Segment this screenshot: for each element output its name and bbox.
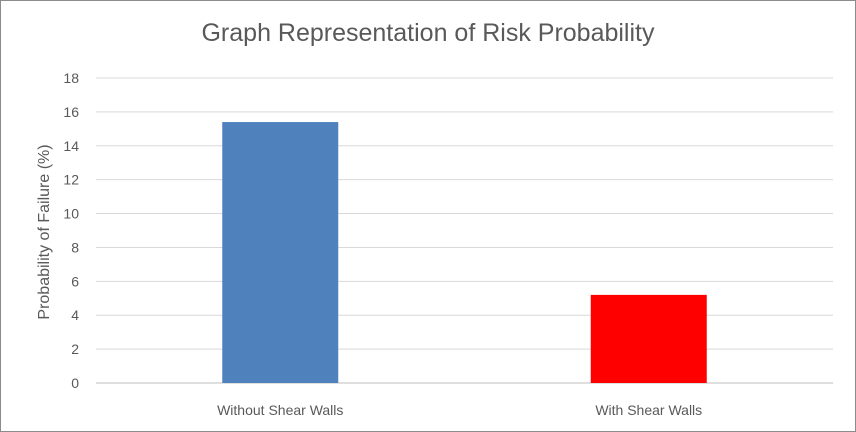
chart-title: Graph Representation of Risk Probability <box>201 19 655 47</box>
y-tick-label: 18 <box>63 70 79 86</box>
bar <box>590 294 707 383</box>
y-tick-label: 4 <box>71 307 79 323</box>
y-tick-label: 16 <box>63 104 79 120</box>
x-category-label: Without Shear Walls <box>217 402 343 418</box>
y-tick-label: 14 <box>63 138 79 154</box>
y-tick-label: 0 <box>71 375 79 391</box>
y-tick-label: 8 <box>71 239 79 255</box>
x-category-label: With Shear Walls <box>595 402 702 418</box>
bar <box>222 122 339 384</box>
y-tick-label: 6 <box>71 273 79 289</box>
y-tick-label: 2 <box>71 341 79 357</box>
y-tick-label: 10 <box>63 206 79 222</box>
y-tick-label: 12 <box>63 172 79 188</box>
